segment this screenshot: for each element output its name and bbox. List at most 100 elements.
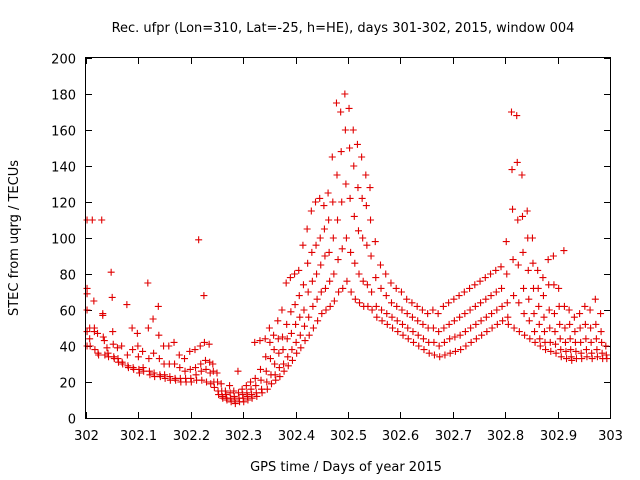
data-point [503,299,511,307]
data-point [581,320,589,328]
data-point [134,353,142,361]
data-point [552,349,560,357]
data-point [210,383,218,391]
data-point [198,376,206,384]
data-point [270,346,278,354]
data-point [353,140,361,148]
data-point [477,317,485,325]
data-point [461,328,469,336]
data-point [587,338,595,346]
data-point [86,335,94,343]
data-point [518,212,526,220]
data-point [493,320,501,328]
data-point [408,313,416,321]
data-point [313,270,321,278]
data-point [109,340,117,348]
data-point [226,382,234,390]
data-point [279,346,287,354]
data-point [275,349,283,357]
data-point [326,302,334,310]
data-point [351,295,359,303]
data-point [577,338,585,346]
y-tick-label: 160 [51,125,76,140]
data-point [387,279,395,287]
data-point [545,306,553,314]
data-point [213,369,221,377]
data-point [350,162,358,170]
data-point [460,288,468,296]
data-point [415,342,423,350]
data-point [488,324,496,332]
data-point [466,284,474,292]
data-point [445,299,453,307]
data-point [278,306,286,314]
data-point [572,347,580,355]
data-point [94,329,102,337]
x-tick-label: 302.5 [330,429,367,444]
data-point [317,261,325,269]
data-point [570,313,578,321]
data-point [560,302,568,310]
data-point [363,281,371,289]
data-point [410,338,417,346]
data-point [376,261,384,269]
data-point [368,288,376,296]
data-point [566,320,574,328]
data-point [321,284,329,292]
data-point [534,266,542,274]
data-point [283,320,291,328]
data-point [493,306,501,314]
data-point [170,338,178,346]
data-point [359,234,367,242]
data-point [394,328,402,336]
data-point [546,324,554,332]
data-point [300,306,308,314]
data-point [202,365,210,373]
data-point [439,302,447,310]
data-point [371,238,379,246]
data-point [536,335,544,343]
data-point [320,202,328,210]
data-point [99,333,107,341]
data-point [248,394,256,402]
data-point [328,153,336,161]
data-point [286,274,294,282]
data-point [263,385,271,393]
data-point [520,310,528,318]
data-point [592,335,600,343]
data-point [83,306,91,314]
data-point [272,376,280,384]
data-point [192,364,200,372]
data-point [582,346,590,354]
data-point [265,324,273,332]
data-point [279,333,286,341]
data-point [393,317,401,325]
data-point [398,320,406,328]
data-point [578,355,586,363]
data-point [299,281,307,289]
x-tick-label: 302.1 [120,429,157,444]
data-point [557,353,565,361]
data-point [487,270,495,278]
data-point [270,331,278,339]
data-point [317,288,325,296]
data-point [144,324,152,332]
data-point [513,112,521,120]
data-point [231,400,239,408]
data-point [540,313,548,321]
data-point [341,126,349,134]
data-point [582,335,590,343]
data-point [288,356,296,364]
data-point [119,360,127,368]
data-point [372,302,380,310]
data-point [291,270,299,278]
data-point [274,317,282,325]
data-point [450,295,458,303]
data-point [446,349,454,357]
data-point [523,207,531,215]
data-point [576,324,584,332]
data-point [355,270,363,278]
data-point [535,320,543,328]
data-point [215,391,223,399]
data-point [414,331,422,339]
